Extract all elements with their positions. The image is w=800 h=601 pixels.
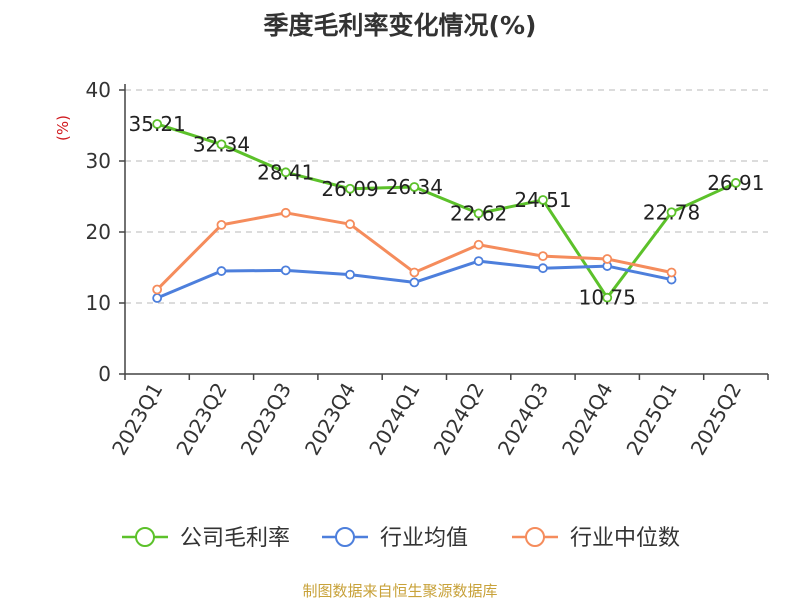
data-label: 26.09 bbox=[321, 177, 378, 201]
x-tick-label: 2024Q3 bbox=[493, 379, 553, 460]
data-label: 32.34 bbox=[193, 132, 250, 156]
data-point bbox=[409, 277, 420, 288]
chart-title: 季度毛利率变化情况(%) bbox=[263, 11, 537, 40]
x-tick-label: 2023Q1 bbox=[107, 379, 167, 460]
data-point bbox=[666, 207, 677, 218]
data-point bbox=[152, 119, 163, 129]
data-point bbox=[345, 183, 355, 194]
data-point bbox=[538, 195, 548, 205]
data-point bbox=[345, 219, 355, 230]
y-tick-label: 30 bbox=[86, 149, 111, 173]
data-point bbox=[216, 139, 227, 150]
legend-label: 行业均值 bbox=[380, 526, 468, 551]
data-point bbox=[345, 269, 355, 280]
series-lines bbox=[152, 119, 741, 303]
legend: 公司毛利率 行业均值 行业中位数 bbox=[122, 526, 680, 551]
data-point bbox=[473, 208, 484, 219]
data-label: 35.21 bbox=[129, 112, 186, 136]
x-tick-label: 2024Q2 bbox=[429, 379, 489, 460]
data-point bbox=[409, 267, 420, 278]
legend-marker bbox=[135, 527, 155, 547]
y-tick-label: 0 bbox=[98, 362, 111, 386]
grid-lines bbox=[125, 89, 768, 304]
data-point bbox=[538, 263, 548, 274]
data-label: 22.62 bbox=[450, 201, 507, 225]
data-label: 28.41 bbox=[257, 160, 314, 184]
x-tick-label: 2025Q2 bbox=[686, 379, 746, 460]
data-label: 24.51 bbox=[514, 188, 571, 212]
y-tick-label: 40 bbox=[86, 78, 111, 102]
data-point bbox=[280, 265, 291, 276]
y-tick-label: 20 bbox=[86, 220, 111, 244]
legend-marker bbox=[335, 527, 355, 547]
data-point bbox=[280, 167, 291, 178]
x-tick-label: 2024Q4 bbox=[557, 379, 617, 460]
legend-marker bbox=[525, 527, 545, 547]
data-point bbox=[152, 284, 163, 295]
data-label: 22.78 bbox=[643, 200, 700, 224]
y-axis-unit: (%) bbox=[54, 115, 72, 141]
data-point bbox=[538, 251, 548, 262]
legend-label: 行业中位数 bbox=[570, 526, 680, 551]
x-tick-label: 2025Q1 bbox=[621, 379, 681, 460]
data-label: 26.91 bbox=[707, 171, 764, 195]
x-tick-label: 2023Q4 bbox=[300, 379, 360, 460]
data-point bbox=[280, 207, 291, 218]
x-tick-label: 2023Q3 bbox=[236, 379, 296, 460]
data-point bbox=[216, 219, 227, 230]
data-point bbox=[602, 292, 613, 303]
data-point bbox=[730, 178, 741, 188]
source-note: 制图数据来自恒生聚源数据库 bbox=[302, 582, 498, 600]
data-point bbox=[216, 266, 227, 276]
series-line bbox=[156, 122, 737, 300]
data-point bbox=[666, 267, 677, 278]
legend-label: 公司毛利率 bbox=[180, 526, 290, 551]
data-label: 26.34 bbox=[386, 175, 443, 199]
data-point bbox=[602, 254, 613, 264]
data-point bbox=[473, 239, 484, 250]
y-tick-label: 10 bbox=[86, 291, 111, 315]
data-point bbox=[409, 182, 420, 192]
x-tick-label: 2024Q1 bbox=[364, 379, 424, 460]
data-label: 10.75 bbox=[579, 286, 636, 310]
data-labels: 35.21 32.34 28.41 26.09 26.34 22.62 24.51 10.75… bbox=[129, 112, 765, 310]
x-tick-label: 2023Q2 bbox=[171, 379, 231, 460]
data-point bbox=[152, 293, 163, 303]
data-point bbox=[473, 256, 484, 267]
